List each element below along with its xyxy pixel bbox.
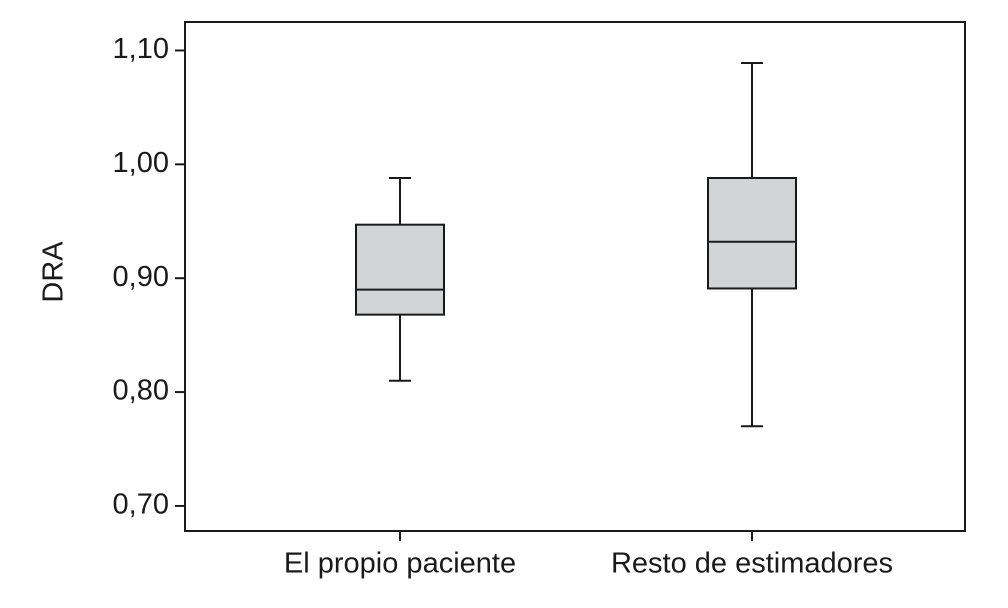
y-tick-label: 0,80 bbox=[113, 375, 169, 407]
upper-whisker bbox=[741, 61, 763, 179]
box bbox=[355, 223, 445, 316]
lower-whisker bbox=[741, 288, 763, 428]
y-axis-label: DRA bbox=[38, 241, 70, 303]
y-tick-label: 1,10 bbox=[113, 33, 169, 65]
y-tick-label: 0,90 bbox=[113, 261, 169, 293]
lower-whisker bbox=[389, 314, 411, 382]
upper-whisker bbox=[389, 177, 411, 225]
x-tick-label: El propio paciente bbox=[284, 548, 516, 580]
y-tick-label: 0,70 bbox=[113, 489, 169, 521]
box bbox=[707, 177, 797, 290]
y-tick-label: 1,00 bbox=[113, 147, 169, 179]
x-tick-label: Resto de estimadores bbox=[611, 548, 893, 580]
plot-frame bbox=[184, 21, 966, 532]
